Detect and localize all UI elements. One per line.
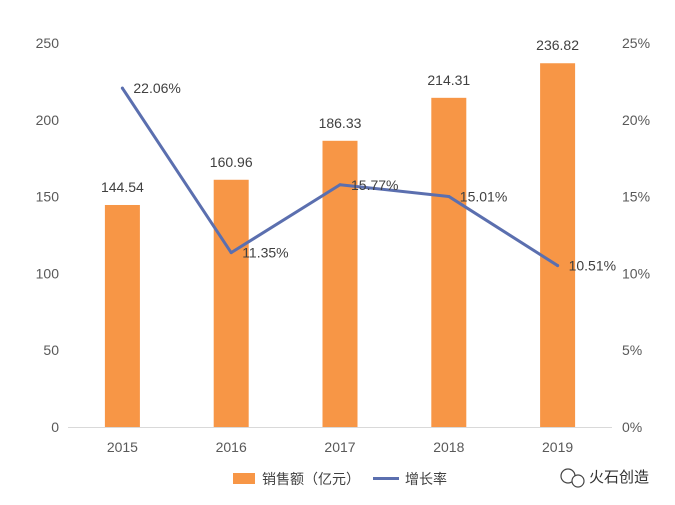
right-tick-label: 10% [622, 265, 650, 281]
line-data-label: 15.01% [460, 188, 507, 204]
x-tick-label: 2017 [324, 439, 355, 455]
legend-label-sales: 销售额（亿元） [262, 472, 360, 488]
legend: 销售额（亿元） 增长率 [233, 471, 447, 488]
bar [540, 63, 576, 428]
right-tick-label: 5% [622, 342, 642, 358]
bar-data-label: 186.33 [319, 115, 362, 131]
legend-swatch-bar [233, 473, 255, 484]
right-axis-ticks: 0% 5% 10% 15% 20% 25% [622, 35, 650, 435]
watermark-text: 火石创造 [589, 468, 649, 486]
left-tick-label: 200 [36, 112, 60, 128]
bar-data-label: 214.31 [427, 72, 470, 88]
bar [322, 140, 358, 427]
x-axis-ticks: 2015 2016 2017 2018 2019 [107, 439, 574, 455]
bar-data-labels: 144.54 160.96 186.33 214.31 236.82 [101, 37, 579, 195]
bar [431, 97, 467, 428]
legend-label-growth: 增长率 [405, 471, 447, 488]
line-point [338, 183, 342, 187]
bar-data-label: 144.54 [101, 179, 144, 195]
bar [213, 179, 249, 427]
left-tick-label: 150 [36, 189, 60, 205]
line-point [120, 86, 124, 90]
watermark: 火石创造 [560, 468, 649, 488]
line-data-label: 22.06% [133, 80, 180, 96]
line-data-label: 15.77% [351, 177, 398, 193]
right-tick-label: 25% [622, 35, 650, 51]
left-tick-label: 50 [43, 342, 59, 358]
left-axis-ticks: 0 50 100 150 200 250 [36, 35, 60, 435]
x-tick-label: 2018 [433, 439, 464, 455]
bar-data-label: 160.96 [210, 154, 253, 170]
bar-data-label: 236.82 [536, 37, 579, 53]
right-tick-label: 15% [622, 189, 650, 205]
left-tick-label: 100 [36, 265, 60, 281]
line-point [229, 251, 233, 255]
line-data-labels: 22.06% 11.35% 15.77% 15.01% 10.51% [133, 80, 616, 273]
left-tick-label: 0 [51, 419, 59, 435]
line-data-label: 11.35% [242, 245, 288, 261]
line-point [447, 194, 451, 198]
x-tick-label: 2016 [216, 439, 247, 455]
bar [104, 204, 140, 427]
line-point [556, 264, 560, 268]
line-series [120, 86, 560, 268]
x-tick-label: 2019 [542, 439, 573, 455]
left-tick-label: 250 [36, 35, 60, 51]
bar-series [104, 63, 576, 428]
line-data-label: 10.51% [569, 258, 616, 274]
right-tick-label: 0% [622, 419, 642, 435]
right-tick-label: 20% [622, 112, 650, 128]
wechat-icon [560, 468, 585, 488]
x-tick-label: 2015 [107, 439, 138, 455]
